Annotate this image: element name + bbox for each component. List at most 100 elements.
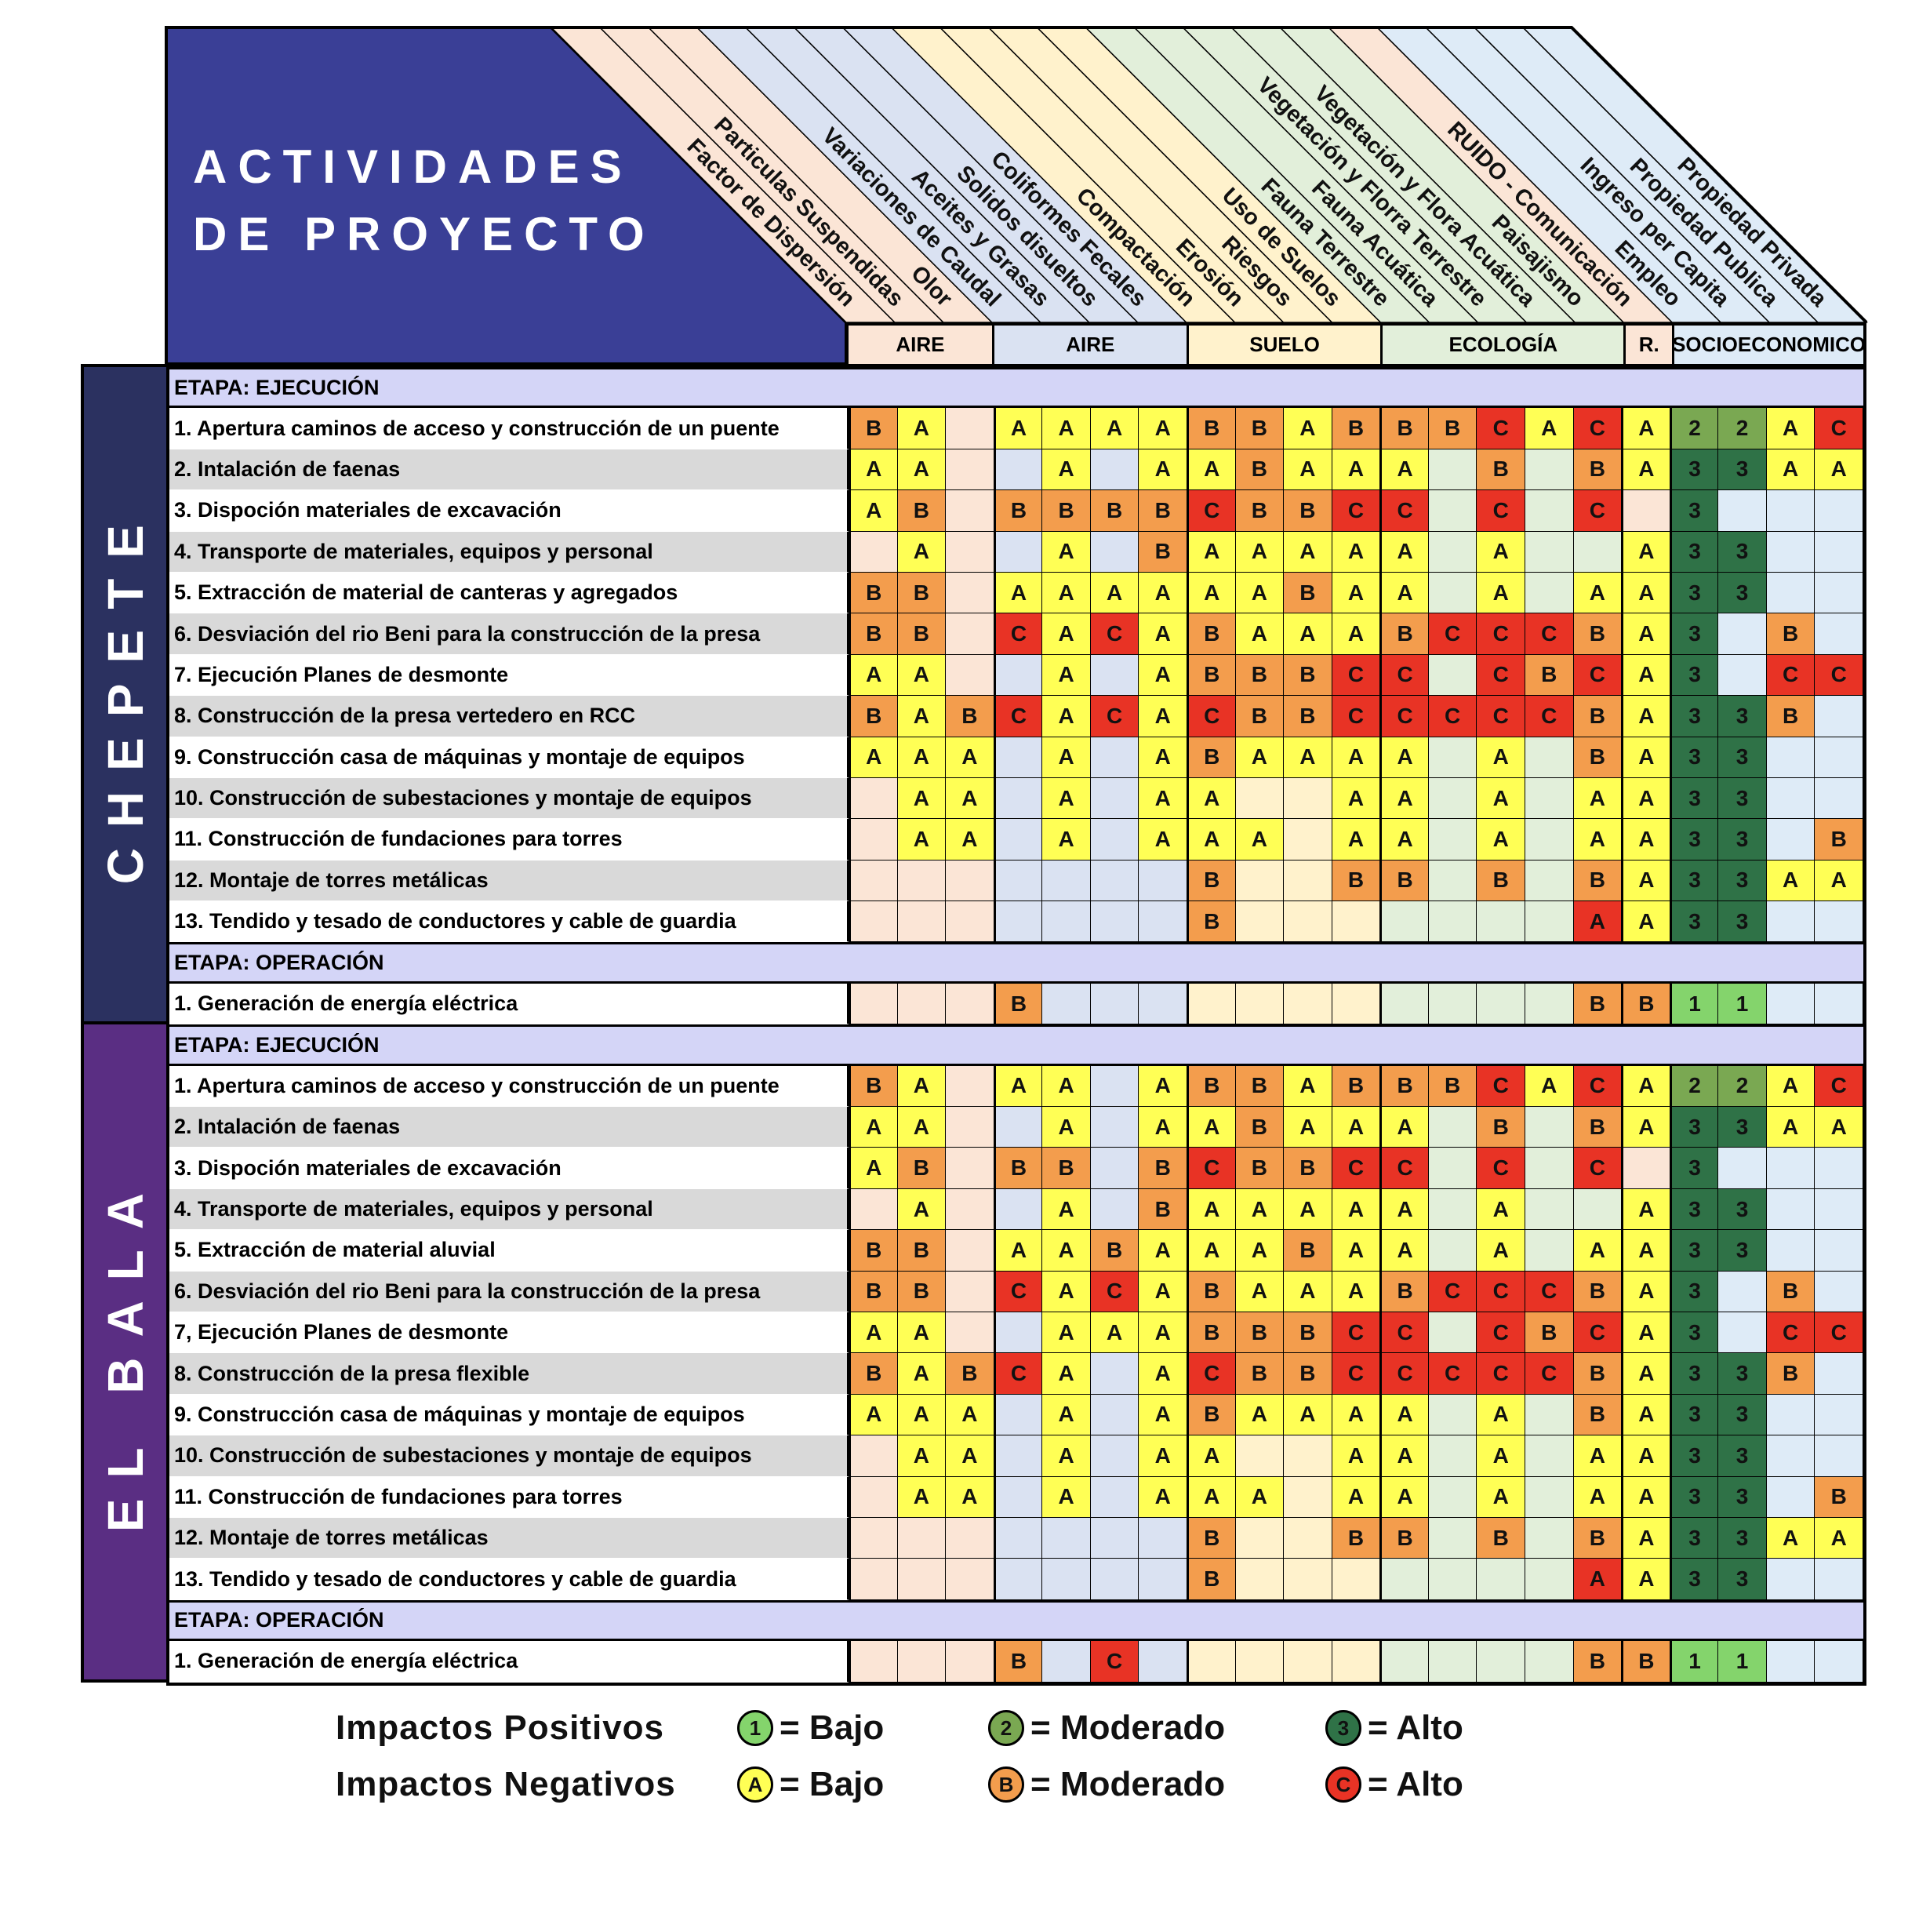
empty-cell <box>1332 1641 1381 1683</box>
legend-positive-item: 1 = Bajo <box>737 1708 884 1748</box>
impact-cell: C <box>1090 696 1139 737</box>
impact-cell: B <box>1187 654 1236 697</box>
impact-cell: A <box>946 1394 994 1436</box>
empty-cell <box>1235 1435 1285 1477</box>
empty-cell <box>1815 1435 1863 1477</box>
impact-cell: A <box>1042 1188 1091 1231</box>
empty-cell <box>994 449 1043 491</box>
empty-cell <box>1284 860 1332 902</box>
empty-cell <box>1428 983 1477 1025</box>
impact-cell: A <box>1090 408 1139 449</box>
impact-cell: B <box>1235 1065 1285 1108</box>
empty-cell <box>946 654 994 697</box>
impact-cell: A <box>1042 696 1091 737</box>
empty-cell <box>1428 654 1477 697</box>
empty-cell <box>1235 1559 1285 1600</box>
impact-cell: A <box>1332 819 1381 860</box>
impact-cell: C <box>1477 696 1525 737</box>
activity-label: 1. Apertura caminos de acceso y construc… <box>169 408 849 449</box>
impact-cell: C <box>1477 1271 1525 1312</box>
impact-cell: A <box>1042 613 1091 655</box>
impact-cell: 3 <box>1670 654 1719 697</box>
impact-cell: A <box>1235 1394 1285 1436</box>
impact-cell: C <box>1573 490 1623 532</box>
impact-cell: C <box>1766 654 1815 697</box>
impact-cell: B <box>849 1353 898 1395</box>
impact-cell: A <box>1042 1065 1091 1108</box>
empty-cell <box>1525 1148 1574 1189</box>
impact-cell: C <box>1815 1065 1863 1108</box>
impact-cell: 3 <box>1670 1107 1719 1148</box>
impact-cell: 2 <box>1718 408 1767 449</box>
impact-cell: A <box>1477 531 1525 573</box>
impact-cell: A <box>1284 531 1332 573</box>
impact-cell: C <box>1428 1271 1477 1312</box>
empty-cell <box>1622 490 1670 532</box>
impact-cell: A <box>1042 737 1091 778</box>
impact-cell: A <box>1332 1271 1381 1312</box>
impact-cell: A <box>1622 696 1670 737</box>
impact-cell: B <box>897 1148 947 1189</box>
empty-cell <box>1718 613 1767 655</box>
empty-cell <box>946 1148 994 1189</box>
empty-cell <box>994 1188 1043 1231</box>
impact-cell: A <box>1622 1435 1670 1477</box>
activity-label: 1. Apertura caminos de acceso y construc… <box>169 1065 849 1108</box>
impact-cell: A <box>1477 1188 1525 1231</box>
empty-cell <box>1235 1517 1285 1559</box>
impact-cell: A <box>1235 737 1285 778</box>
impact-cell: A <box>1815 1517 1863 1559</box>
impact-cell: B <box>1284 1148 1332 1189</box>
impact-cell: C <box>1573 654 1623 697</box>
impact-cell: A <box>1573 1435 1623 1477</box>
impact-cell: B <box>1573 1641 1623 1683</box>
impact-cell: A <box>1284 1188 1332 1231</box>
impact-cell: B <box>849 408 898 449</box>
impact-cell: A <box>1622 1476 1670 1518</box>
impact-cell: A <box>1139 572 1187 614</box>
empty-cell <box>946 572 994 614</box>
empty-cell <box>1139 1517 1187 1559</box>
impact-cell: A <box>946 1476 994 1518</box>
impact-cell: C <box>1332 696 1381 737</box>
impact-cell: A <box>1573 572 1623 614</box>
impact-cell: 1 <box>1670 983 1719 1025</box>
impact-cell: 3 <box>1718 449 1767 491</box>
empty-cell <box>1428 1476 1477 1518</box>
impact-cell: A <box>1284 613 1332 655</box>
empty-cell <box>1766 1394 1815 1436</box>
empty-cell <box>1766 1476 1815 1518</box>
impact-cell: C <box>1815 408 1863 449</box>
impact-cell: A <box>1332 1188 1381 1231</box>
impact-cell: A <box>897 1107 947 1148</box>
impact-cell: C <box>1573 1065 1623 1108</box>
impact-cell: C <box>1477 654 1525 697</box>
impact-cell: A <box>1042 449 1091 491</box>
impact-cell: A <box>1380 737 1429 778</box>
empty-cell <box>1815 1148 1863 1189</box>
impact-cell: A <box>1573 1476 1623 1518</box>
empty-cell <box>1718 1312 1767 1354</box>
empty-cell <box>1525 1435 1574 1477</box>
empty-cell <box>1042 860 1091 902</box>
impact-cell: A <box>1042 654 1091 697</box>
impact-cell: B <box>1284 696 1332 737</box>
activity-label: 7, Ejecución Planes de desmonte <box>169 1312 849 1354</box>
impact-cell: 3 <box>1670 1230 1719 1272</box>
empty-cell <box>1815 696 1863 737</box>
empty-cell <box>1090 1148 1139 1189</box>
impact-cell: A <box>1187 1230 1236 1272</box>
activity-label: 10. Construcción de subestaciones y mont… <box>169 1435 849 1477</box>
empty-cell <box>1235 1641 1285 1683</box>
header-outline <box>166 26 1868 324</box>
impact-cell: B <box>1187 408 1236 449</box>
impact-cell: C <box>1428 1353 1477 1395</box>
impact-cell: B <box>1284 572 1332 614</box>
empty-cell <box>1525 1517 1574 1559</box>
impact-cell: A <box>1622 1230 1670 1272</box>
impact-cell: A <box>1380 1435 1429 1477</box>
legend-symbol-icon: 3 <box>1325 1710 1361 1746</box>
impact-cell: A <box>1815 1107 1863 1148</box>
empty-cell <box>1090 1394 1139 1436</box>
impact-cell: 3 <box>1670 1559 1719 1600</box>
